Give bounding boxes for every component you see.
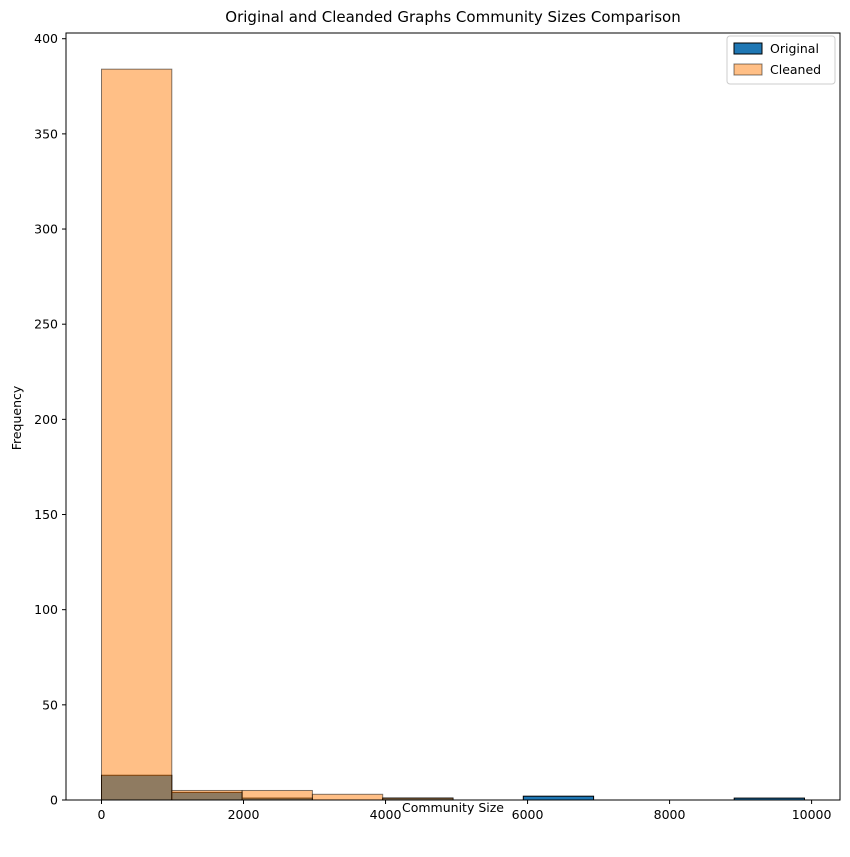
x-tick-label-5: 10000 [792,807,832,822]
bar-cleaned-2 [241,789,313,801]
plot-area: 0 2000 4000 6000 8000 10000 0 50 100 150 200 250 30… [34,31,841,822]
bar-cleaned-1 [171,789,243,801]
y-tick-label-4: 200 [34,412,58,427]
x-tick-label-1: 2000 [228,807,260,822]
y-tick-label-6: 300 [34,222,58,237]
y-tick-label-0: 0 [50,793,58,808]
x-axis: 0 2000 4000 6000 8000 10000 [98,800,832,822]
y-axis-label: Frequency [9,385,24,450]
legend-swatch-original [733,42,763,55]
chart-title: Original and Cleanded Graphs Community S… [225,8,680,26]
bar-original-6 [522,795,595,801]
x-tick-label-4: 8000 [654,807,686,822]
y-tick-label-7: 350 [34,126,58,141]
y-tick-label-3: 150 [34,507,58,522]
legend: Original Cleaned [726,35,836,85]
legend-swatch-cleaned [733,63,763,76]
y-tick-label-8: 400 [34,31,58,46]
plot-background [66,33,840,800]
x-tick-label-0: 0 [98,807,106,822]
x-tick-label-2: 4000 [370,807,402,822]
bar-cleaned-3 [311,793,384,801]
plot-frame [65,32,841,801]
y-tick-label-5: 250 [34,317,58,332]
y-tick-label-2: 100 [34,602,58,617]
x-tick-label-3: 6000 [512,807,544,822]
x-axis-label: Community Size [402,800,504,815]
y-axis: 0 50 100 150 200 250 300 350 400 [34,31,66,808]
bars-layer [101,68,805,801]
y-tick-label-1: 50 [42,697,58,712]
bar-cleaned-0 [101,68,173,801]
legend-label-original: Original [770,41,819,56]
legend-label-cleaned: Cleaned [770,62,821,77]
